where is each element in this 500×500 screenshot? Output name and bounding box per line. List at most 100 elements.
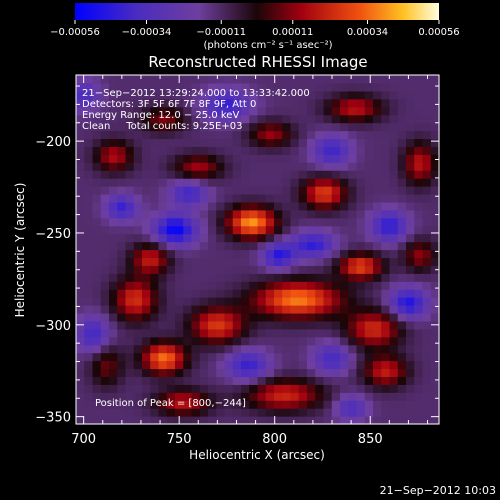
- heatmap-cell: [241, 233, 250, 243]
- heatmap-cell: [109, 328, 118, 338]
- heatmap-cell: [125, 82, 135, 92]
- heatmap-cell: [100, 178, 110, 187]
- heatmap-cell: [356, 130, 366, 140]
- heatmap-cell: [274, 336, 283, 346]
- heatmap-cell: [241, 114, 250, 124]
- heatmap-cell: [76, 400, 85, 409]
- heatmap-cell: [175, 98, 184, 108]
- heatmap-cell: [133, 392, 143, 401]
- heatmap-cell: [348, 146, 358, 155]
- heatmap-cell: [199, 106, 209, 116]
- heatmap-cell: [125, 75, 135, 84]
- heatmap-cell: [249, 162, 259, 171]
- heatmap-cell: [422, 352, 432, 362]
- heatmap-cell: [241, 82, 250, 92]
- heatmap-cell: [100, 138, 110, 147]
- heatmap-cell: [175, 336, 184, 346]
- heatmap-cell: [133, 122, 143, 132]
- heatmap-cell: [125, 170, 135, 179]
- heatmap-cell: [191, 75, 201, 84]
- heatmap-cell: [158, 225, 168, 235]
- heatmap-cell: [84, 336, 94, 346]
- heatmap-cell: [265, 90, 275, 100]
- heatmap-cell: [430, 249, 440, 259]
- heatmap-cell: [133, 201, 143, 211]
- heatmap-cell: [356, 376, 366, 385]
- heatmap-cell: [381, 193, 391, 203]
- heatmap-cell: [389, 114, 399, 124]
- heatmap-cell: [356, 241, 366, 251]
- heatmap-cell: [133, 265, 143, 274]
- heatmap-cell: [298, 368, 308, 378]
- heatmap-cell: [389, 209, 399, 219]
- heatmap-cell: [323, 312, 333, 322]
- heatmap-cell: [249, 249, 259, 259]
- heatmap-cell: [307, 265, 316, 274]
- heatmap-cell: [76, 170, 85, 179]
- heatmap-cell: [430, 241, 440, 251]
- heatmap-cell: [241, 225, 250, 235]
- heatmap-cell: [216, 400, 226, 409]
- heatmap-cell: [307, 201, 316, 211]
- heatmap-cell: [348, 90, 358, 100]
- heatmap-cell: [389, 162, 399, 171]
- heatmap-cell: [389, 328, 399, 338]
- heatmap-cell: [356, 336, 366, 346]
- heatmap-cell: [133, 114, 143, 124]
- heatmap-cell: [191, 146, 201, 155]
- heatmap-cell: [100, 336, 110, 346]
- heatmap-cell: [76, 138, 85, 147]
- heatmap-cell: [257, 305, 267, 314]
- heatmap-cell: [348, 336, 358, 346]
- heatmap-cell: [397, 305, 407, 314]
- heatmap-cell: [208, 352, 217, 362]
- heatmap-cell: [356, 90, 366, 100]
- heatmap-cell: [414, 416, 424, 425]
- heatmap-cell: [282, 209, 292, 219]
- heatmap-cell: [125, 273, 135, 282]
- heatmap-cell: [150, 336, 160, 346]
- heatmap-cell: [216, 328, 226, 338]
- heatmap-cell: [142, 241, 151, 251]
- heatmap-cell: [125, 336, 135, 346]
- heatmap-cell: [381, 146, 391, 155]
- heatmap-cell: [331, 305, 341, 314]
- heatmap-cell: [331, 265, 341, 274]
- heatmap-cell: [397, 249, 407, 259]
- heatmap-cell: [133, 75, 143, 84]
- heatmap-cell: [158, 297, 168, 306]
- heatmap-cell: [224, 305, 234, 314]
- heatmap-cell: [265, 384, 275, 393]
- heatmap-cell: [232, 352, 242, 362]
- heatmap-cell: [117, 360, 127, 370]
- heatmap-cell: [331, 392, 341, 401]
- heatmap-cell: [381, 170, 391, 179]
- heatmap-cell: [348, 312, 358, 322]
- heatmap-cell: [315, 162, 325, 171]
- heatmap-cell: [430, 82, 440, 92]
- heatmap-cell: [340, 122, 349, 132]
- heatmap-cell: [406, 273, 415, 282]
- heatmap-cell: [150, 106, 160, 116]
- heatmap-cell: [183, 98, 193, 108]
- heatmap-cell: [142, 312, 151, 322]
- heatmap-cell: [208, 186, 217, 195]
- heatmap-cell: [257, 408, 267, 417]
- heatmap-cell: [331, 170, 341, 179]
- heatmap-cell: [364, 416, 374, 425]
- heatmap-cell: [150, 82, 160, 92]
- heatmap-cell: [265, 376, 275, 385]
- heatmap-cell: [100, 305, 110, 314]
- heatmap-cell: [422, 146, 432, 155]
- heatmap-cell: [422, 75, 432, 84]
- heatmap-cell: [232, 225, 242, 235]
- heatmap-cell: [315, 225, 325, 235]
- heatmap-cell: [298, 114, 308, 124]
- heatmap-cell: [364, 281, 374, 290]
- heatmap-cell: [76, 384, 85, 393]
- heatmap-cell: [142, 162, 151, 171]
- heatmap-cell: [232, 241, 242, 251]
- heatmap-cell: [241, 98, 250, 108]
- heatmap-cell: [175, 209, 184, 219]
- heatmap-cell: [340, 130, 349, 140]
